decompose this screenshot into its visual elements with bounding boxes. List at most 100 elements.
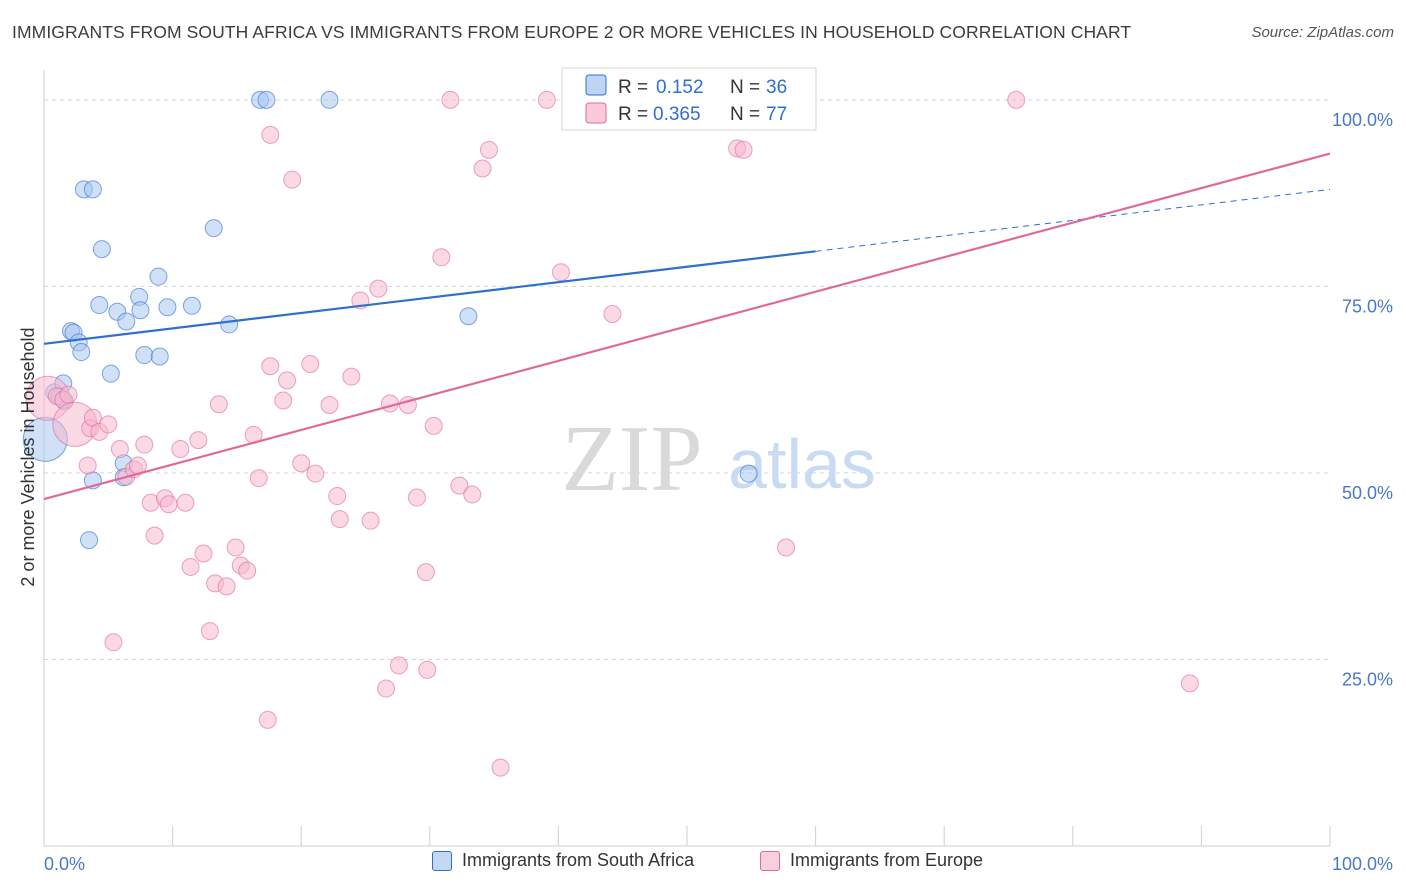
point-europe <box>181 557 200 576</box>
point-europe <box>189 431 208 450</box>
point-europe <box>734 140 753 159</box>
point-europe <box>361 511 380 530</box>
legend-n-label: N = <box>730 77 760 98</box>
legend-n-value: 36 <box>766 77 787 98</box>
y-tick-label: 75.0% <box>1342 296 1393 316</box>
point-europe <box>238 561 257 580</box>
point-europe <box>283 170 302 189</box>
point-europe <box>450 476 469 495</box>
point-south-africa <box>72 343 91 362</box>
legend-r-label: R = <box>618 77 648 98</box>
x-tick-labels: 0.0% 100.0% <box>44 854 1393 874</box>
point-europe <box>78 456 97 475</box>
point-europe <box>249 469 268 488</box>
point-south-africa <box>83 180 102 199</box>
legend-swatch-europe <box>585 102 607 124</box>
trend-line-europe <box>43 152 1331 501</box>
point-europe <box>389 656 408 675</box>
point-europe <box>424 416 443 435</box>
y-tick-labels: 25.0% 50.0% 75.0% 100.0% <box>1332 110 1393 690</box>
watermark-atlas: atlas <box>728 425 876 503</box>
point-europe <box>104 633 123 652</box>
point-south-africa <box>459 307 478 326</box>
legend-r-value: 0.152 <box>656 77 704 98</box>
legend-swatch-blue <box>432 850 452 871</box>
point-europe <box>301 354 320 373</box>
point-europe <box>194 544 213 563</box>
chart-title: IMMIGRANTS FROM SOUTH AFRICA VS IMMIGRAN… <box>12 22 1132 42</box>
point-south-africa <box>80 531 99 550</box>
point-europe <box>217 577 236 596</box>
y-axis-label: 2 or more Vehicles in Household <box>18 327 38 586</box>
point-europe <box>209 395 228 414</box>
bottom-legend: Immigrants from South Africa Immigrants … <box>0 850 1406 878</box>
point-europe <box>491 758 510 777</box>
legend-r-value: 0.365 <box>653 104 701 125</box>
y-tick-label: 50.0% <box>1342 483 1393 503</box>
point-europe <box>369 279 388 298</box>
point-south-africa <box>739 464 758 483</box>
legend-swatch-pink <box>760 850 780 871</box>
point-europe <box>292 454 311 473</box>
point-europe <box>258 710 277 729</box>
legend-n-value: 77 <box>766 104 787 125</box>
point-europe <box>278 371 297 390</box>
point-europe <box>418 660 437 679</box>
point-south-africa <box>117 312 136 331</box>
watermark: ZIP atlas <box>562 407 876 511</box>
point-europe <box>1007 90 1026 109</box>
point-europe <box>99 415 118 434</box>
point-europe <box>145 526 164 545</box>
point-south-africa <box>92 240 111 259</box>
x-tick-label: 100.0% <box>1332 854 1393 874</box>
gridlines <box>44 99 1330 660</box>
point-europe <box>416 563 435 582</box>
point-europe <box>551 263 570 282</box>
point-europe <box>479 140 498 159</box>
point-south-africa <box>158 298 177 317</box>
point-europe <box>1180 674 1199 693</box>
point-europe <box>320 396 339 415</box>
point-europe <box>603 304 622 323</box>
bottom-legend-label: Immigrants from South Africa <box>462 850 695 870</box>
bottom-legend-item-south-africa[interactable]: Immigrants from South Africa <box>432 850 694 871</box>
point-europe <box>407 488 426 507</box>
point-europe <box>463 485 482 504</box>
point-south-africa <box>149 267 168 286</box>
point-south-africa <box>182 296 201 315</box>
point-south-africa <box>101 364 120 383</box>
point-europe <box>135 435 154 454</box>
point-europe <box>261 357 280 376</box>
point-south-africa <box>220 315 239 334</box>
point-south-africa <box>90 296 109 315</box>
point-europe <box>110 440 129 459</box>
bottom-legend-label: Immigrants from Europe <box>790 850 984 870</box>
y-tick-label: 25.0% <box>1342 669 1393 689</box>
point-europe <box>777 538 796 557</box>
point-europe <box>59 385 78 404</box>
point-europe <box>261 125 280 144</box>
trend-lines <box>43 152 1331 501</box>
point-europe <box>473 159 492 178</box>
point-europe <box>432 248 451 267</box>
point-europe <box>171 440 190 459</box>
trend-line-south-africa <box>43 250 816 345</box>
point-europe <box>342 367 361 386</box>
legend-r-label: R = <box>618 104 648 125</box>
point-europe <box>441 90 460 109</box>
point-europe <box>306 464 325 483</box>
watermark-zip: ZIP <box>562 407 703 511</box>
point-south-africa <box>150 347 169 366</box>
trend-line-extension <box>815 188 1331 252</box>
point-south-africa <box>320 90 339 109</box>
legend-n-label: N = <box>730 104 760 125</box>
point-europe <box>274 391 293 410</box>
point-europe <box>176 493 195 512</box>
point-south-africa <box>131 301 150 320</box>
bottom-legend-item-europe[interactable]: Immigrants from Europe <box>760 850 983 871</box>
legend-swatch-south-africa <box>585 74 607 96</box>
point-south-africa <box>135 346 154 365</box>
point-europe <box>200 622 219 641</box>
legend: R = 0.152 N = 36 R = 0.365 N = 77 <box>561 67 817 131</box>
